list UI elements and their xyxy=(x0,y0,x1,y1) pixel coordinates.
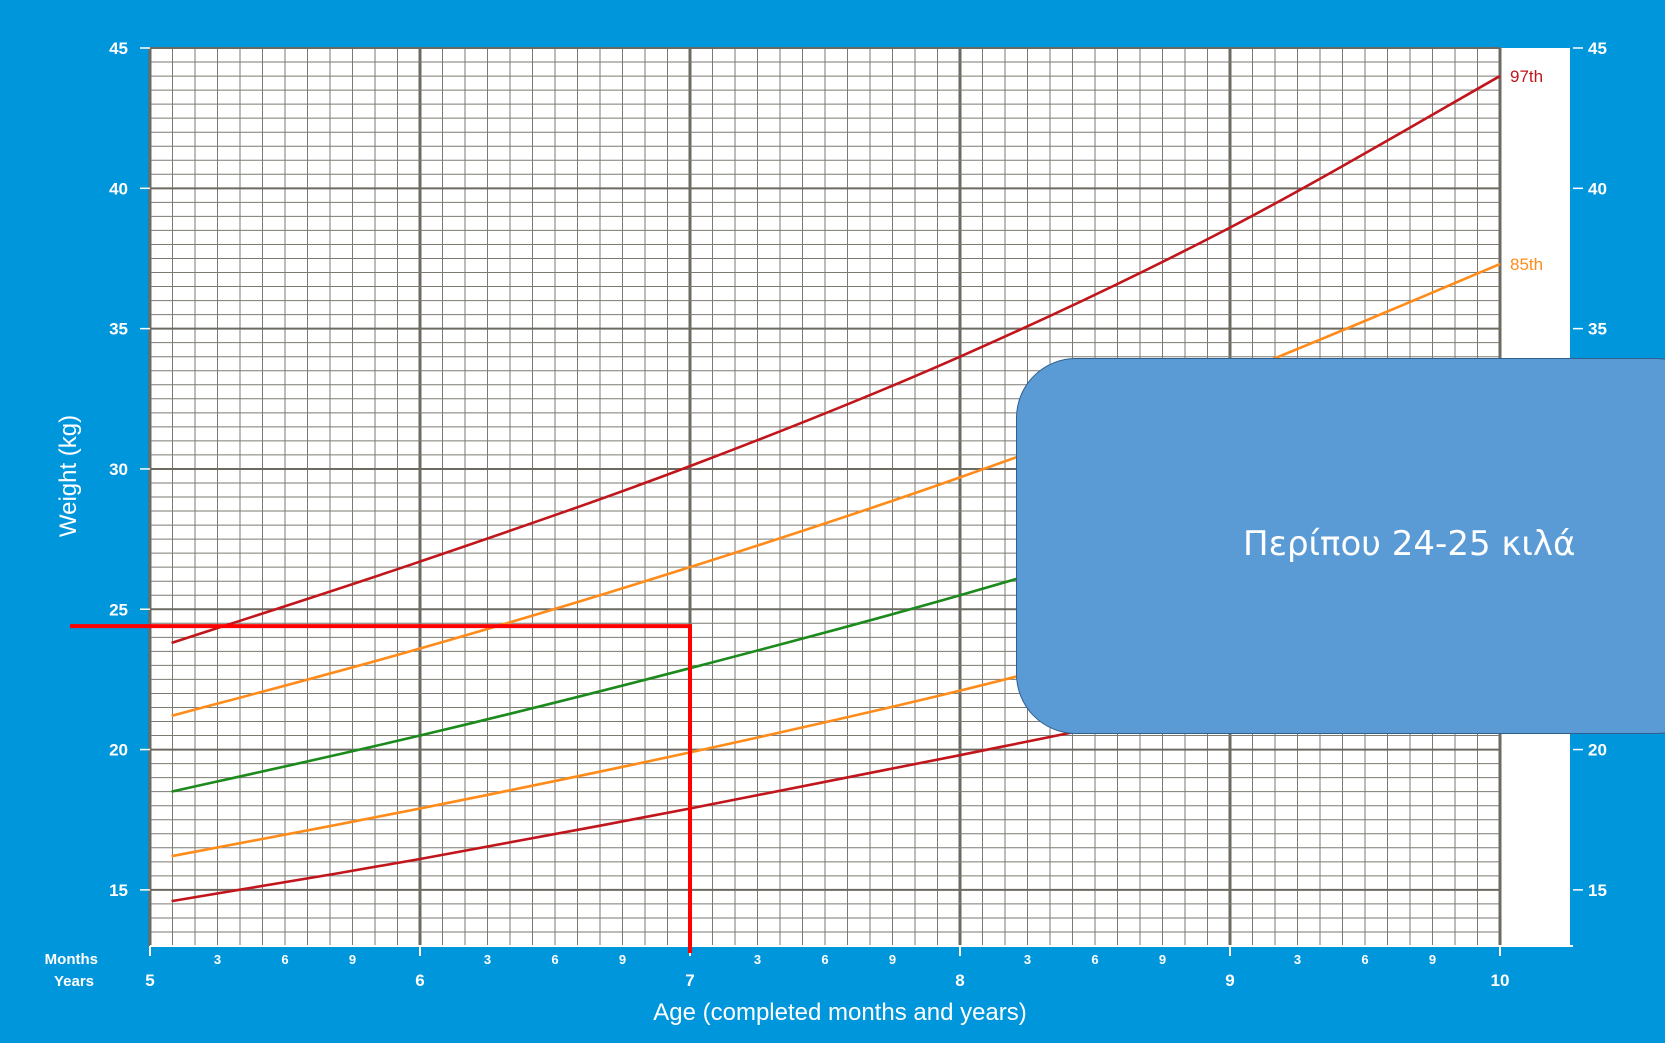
months-caption: Months xyxy=(45,951,98,968)
series-line-1 xyxy=(171,74,1501,645)
x-month-label: 3 xyxy=(1294,952,1301,967)
y-tick-label-right: 20 xyxy=(1588,741,1607,760)
x-tick-label: 5 xyxy=(145,971,154,990)
y-tick-label-left: 25 xyxy=(109,600,128,619)
x-month-label: 3 xyxy=(1024,952,1031,967)
axis-ticks: 1515202025253030353540404545567891036936… xyxy=(109,39,1607,990)
x-month-label: 3 xyxy=(754,952,761,967)
callout-box xyxy=(1016,358,1665,734)
x-month-label: 9 xyxy=(619,952,626,967)
x-tick-label: 7 xyxy=(685,971,694,990)
callout-text: Περίπου 24-25 κιλά xyxy=(1243,524,1576,564)
x-month-label: 3 xyxy=(484,952,491,967)
weight-marker xyxy=(70,624,692,953)
x-tick-label: 6 xyxy=(415,971,424,990)
x-month-label: 9 xyxy=(1429,952,1436,967)
x-axis-title: Age (completed months and years) xyxy=(653,999,1027,1026)
series-label: 97th xyxy=(1510,67,1543,86)
series-line-2 xyxy=(171,262,1501,718)
x-month-label: 9 xyxy=(349,952,356,967)
y-tick-label-right: 40 xyxy=(1588,179,1607,198)
x-month-label: 9 xyxy=(889,952,896,967)
x-tick-label: 9 xyxy=(1225,971,1234,990)
x-tick-label: 10 xyxy=(1491,971,1510,990)
y-tick-label-left: 40 xyxy=(109,179,128,198)
x-month-label: 6 xyxy=(821,952,828,967)
x-month-label: 6 xyxy=(1091,952,1098,967)
years-caption: Years xyxy=(54,973,94,990)
series-label: 85th xyxy=(1510,255,1543,274)
y-tick-label-left: 30 xyxy=(109,460,128,479)
grid xyxy=(148,47,1502,947)
y-tick-label-right: 45 xyxy=(1588,39,1607,58)
y-tick-label-right: 15 xyxy=(1588,881,1607,900)
y-tick-label-left: 45 xyxy=(109,39,128,58)
x-month-label: 6 xyxy=(551,952,558,967)
x-month-label: 6 xyxy=(281,952,288,967)
x-month-label: 3 xyxy=(214,952,221,967)
x-month-label: 9 xyxy=(1159,952,1166,967)
y-axis-title: Weight (kg) xyxy=(55,415,82,537)
x-tick-label: 8 xyxy=(955,971,964,990)
y-tick-label-right: 35 xyxy=(1588,320,1607,339)
x-month-label: 6 xyxy=(1361,952,1368,967)
y-tick-label-left: 20 xyxy=(109,741,128,760)
y-tick-label-left: 15 xyxy=(109,881,128,900)
y-tick-label-left: 35 xyxy=(109,320,128,339)
